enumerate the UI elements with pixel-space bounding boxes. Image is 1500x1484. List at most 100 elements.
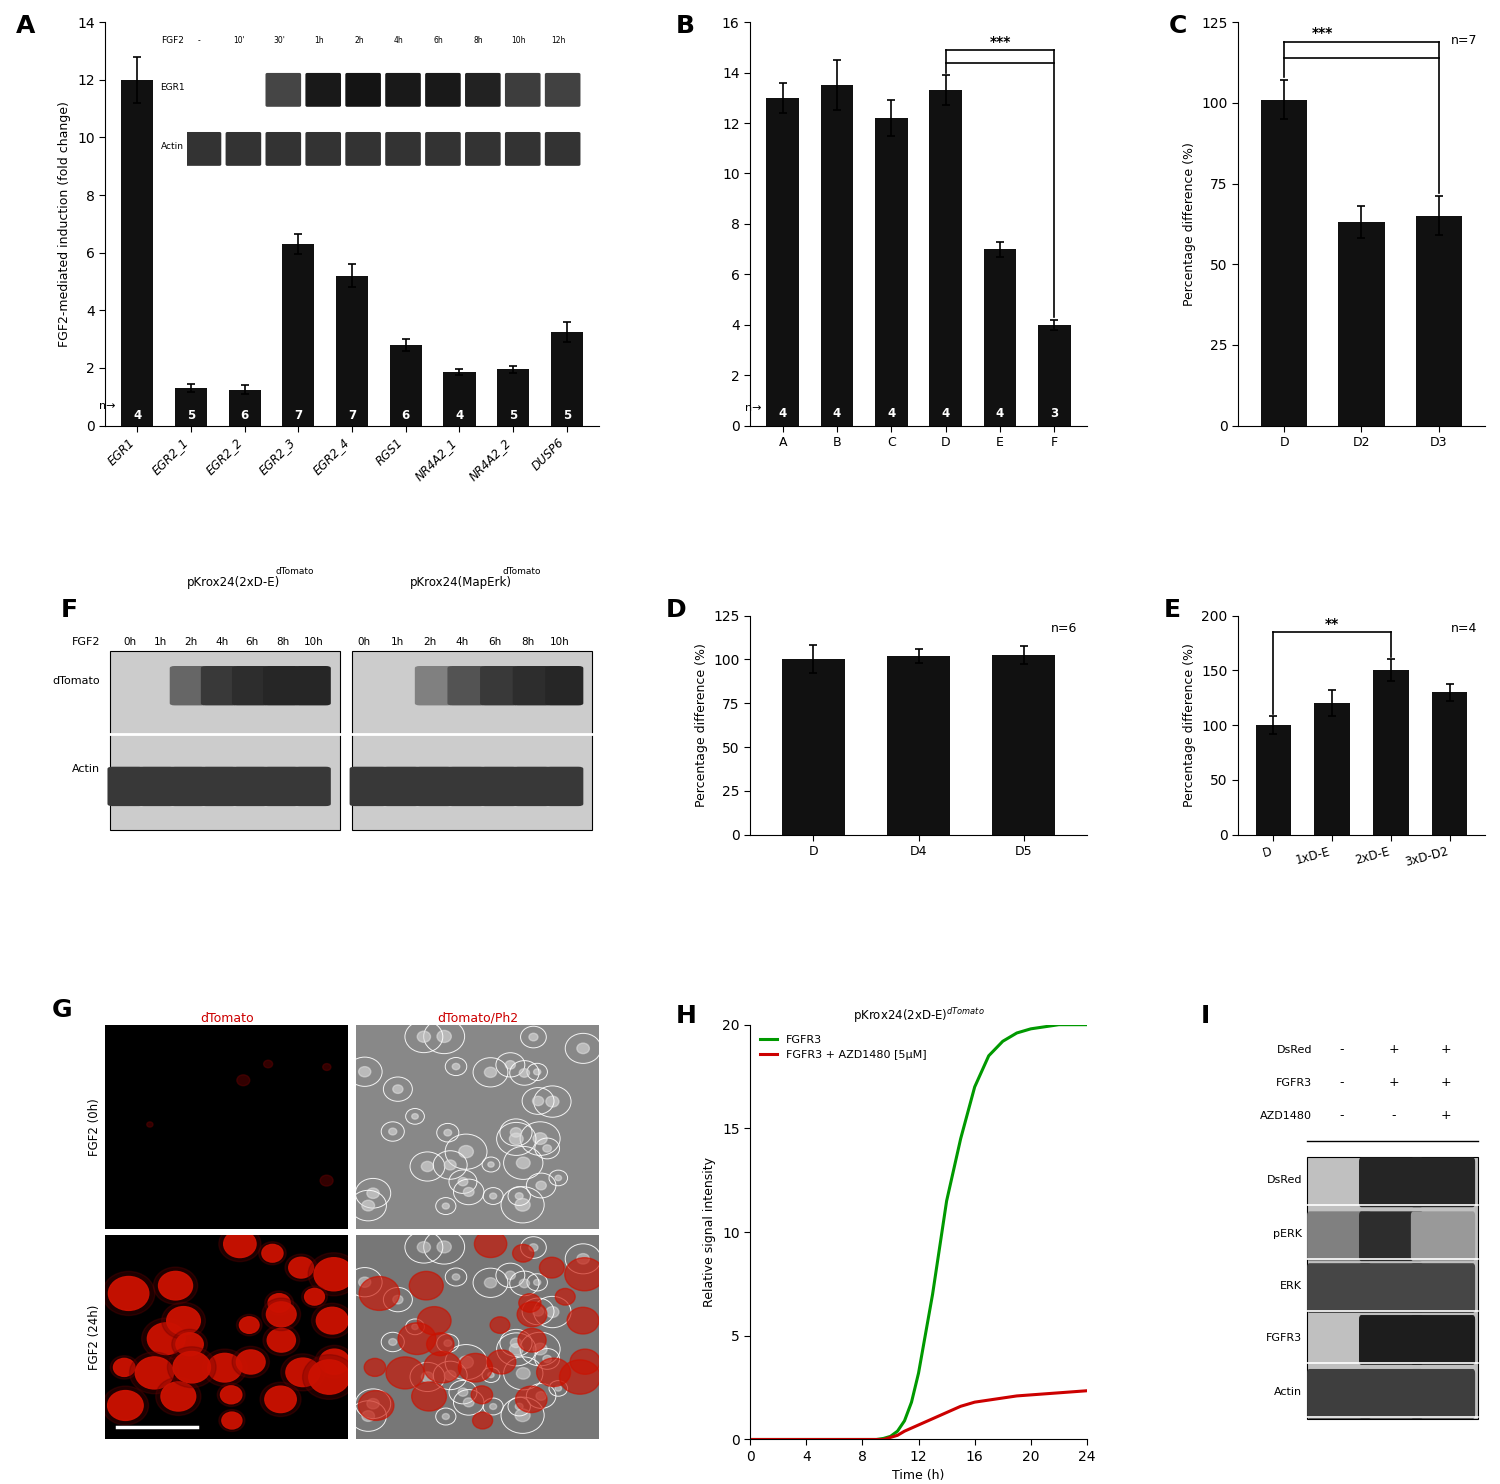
Circle shape [159,1272,192,1300]
Text: 4: 4 [942,408,950,420]
Circle shape [411,1324,419,1330]
Circle shape [260,1382,302,1417]
Circle shape [444,1340,452,1346]
Bar [282,243,315,426]
Circle shape [358,1276,399,1310]
Circle shape [219,1410,245,1432]
Text: pKrox24(2xD-E): pKrox24(2xD-E) [188,576,280,589]
Circle shape [220,1386,242,1404]
Circle shape [464,1398,474,1407]
Text: 8h: 8h [520,637,534,647]
Y-axis label: FGF2 (24h): FGF2 (24h) [88,1304,101,1370]
Circle shape [141,1318,190,1359]
Circle shape [459,1146,474,1158]
Circle shape [506,1272,516,1279]
Text: dTomato: dTomato [53,677,100,686]
Circle shape [489,1404,496,1410]
Text: G: G [51,999,72,1022]
Circle shape [393,1085,404,1094]
Text: 6h: 6h [489,637,501,647]
Text: +: + [1389,1043,1400,1057]
FGFR3 [994,1033,1012,1051]
Text: ***: *** [1312,27,1334,40]
Y-axis label: Percentage difference (%): Percentage difference (%) [1182,643,1196,807]
Circle shape [518,1301,548,1327]
Circle shape [555,1386,561,1391]
Circle shape [530,1033,538,1040]
Circle shape [240,1316,260,1333]
Circle shape [422,1371,434,1382]
Line: FGFR3 + AZD1480 [5μM]: FGFR3 + AZD1480 [5μM] [750,1391,1088,1439]
Circle shape [312,1303,352,1339]
FGFR3 [874,1429,892,1447]
Circle shape [368,1189,380,1199]
Text: 5: 5 [188,410,195,421]
Text: 4: 4 [134,410,141,421]
Text: 4: 4 [456,410,464,421]
Text: B: B [676,15,694,39]
Circle shape [386,1356,424,1389]
Circle shape [536,1392,546,1401]
Circle shape [452,1064,460,1070]
Text: C: C [1168,15,1186,39]
Text: 4: 4 [833,408,842,420]
Circle shape [237,1315,262,1336]
FGFR3 + AZD1480 [5μM] [840,1431,858,1448]
FancyBboxPatch shape [294,666,332,705]
Circle shape [314,1258,354,1291]
Circle shape [108,1391,142,1420]
Circle shape [510,1128,522,1137]
Circle shape [266,1386,297,1413]
FancyBboxPatch shape [108,767,144,806]
Circle shape [436,1241,451,1252]
FGFR3 [853,1431,871,1448]
FGFR3 + AZD1480 [5μM] [825,1431,843,1448]
Circle shape [578,1254,590,1264]
Circle shape [280,1353,326,1391]
Text: n=6: n=6 [1050,622,1077,635]
FGFR3 + AZD1480 [5μM] [924,1410,942,1428]
FancyBboxPatch shape [382,767,420,806]
FGFR3 [888,1422,906,1439]
Text: Actin: Actin [72,764,100,773]
Text: n→: n→ [744,404,760,413]
Bar [496,370,530,426]
Circle shape [514,1199,529,1211]
Text: n=4: n=4 [1450,622,1478,635]
Bar [886,656,950,834]
FGFR3 [966,1077,984,1095]
Circle shape [518,1328,546,1352]
FancyBboxPatch shape [1306,1211,1371,1261]
FGFR3 [867,1431,885,1448]
Y-axis label: FGF2 (0h): FGF2 (0h) [88,1098,101,1156]
FancyBboxPatch shape [1359,1315,1424,1365]
Text: 0h: 0h [358,637,370,647]
FGFR3 [980,1046,998,1064]
Circle shape [488,1162,494,1166]
Text: dTomato: dTomato [276,567,314,576]
Text: D: D [666,598,687,622]
Circle shape [111,1356,138,1379]
FGFR3 + AZD1480 [5μM] [741,1431,759,1448]
FancyBboxPatch shape [350,767,387,806]
FancyBboxPatch shape [138,767,176,806]
Circle shape [364,1358,386,1376]
FGFR3 + AZD1480 [5μM] [1022,1386,1040,1404]
FancyBboxPatch shape [447,767,486,806]
Bar [1306,1158,1478,1419]
FGFR3 [741,1431,759,1448]
Circle shape [519,1294,542,1312]
Bar [1256,726,1292,834]
Text: 4: 4 [996,408,1004,420]
FGFR3 [1022,1020,1040,1037]
Text: ERK: ERK [1280,1281,1302,1291]
FancyBboxPatch shape [294,767,332,806]
Circle shape [267,1301,296,1327]
Text: +: + [1389,1076,1400,1089]
Bar [782,659,844,834]
FGFR3 + AZD1480 [5μM] [1036,1385,1054,1402]
Circle shape [168,1347,216,1388]
Circle shape [237,1074,250,1086]
Bar [992,654,1056,834]
Text: pKrox24(MapErk): pKrox24(MapErk) [410,576,512,589]
